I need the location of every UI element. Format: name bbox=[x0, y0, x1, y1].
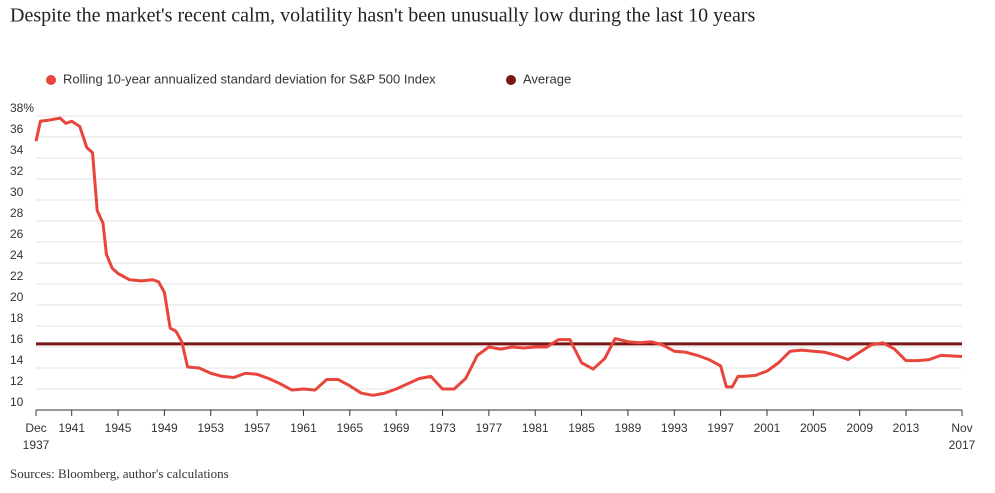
x-tick-label: 1993 bbox=[660, 421, 688, 435]
source: Sources: Bloomberg, author's calculation… bbox=[10, 466, 229, 481]
y-tick-label: 36 bbox=[10, 122, 24, 136]
y-tick-label: 16 bbox=[10, 332, 24, 346]
x-tick-label: 1969 bbox=[382, 421, 410, 435]
y-tick-label: 12 bbox=[10, 374, 24, 388]
y-tick-label: 32 bbox=[10, 164, 24, 178]
x-tick-label: 1961 bbox=[290, 421, 317, 435]
x-tick-label: 1945 bbox=[104, 421, 132, 435]
y-tick-label: 20 bbox=[10, 290, 24, 304]
x-tick-label: 1965 bbox=[336, 421, 364, 435]
y-tick-label: 18 bbox=[10, 311, 24, 325]
x-tick-label: Nov 2017 bbox=[948, 421, 976, 452]
x-tick-label: 1957 bbox=[243, 421, 271, 435]
legend-marker bbox=[46, 75, 56, 85]
line-series bbox=[34, 116, 963, 397]
x-tick-label: 1985 bbox=[568, 421, 595, 435]
x-tick-label: 1977 bbox=[475, 421, 503, 435]
x-tick-label: 1981 bbox=[521, 421, 549, 435]
y-tick-label: 22 bbox=[10, 269, 24, 283]
x-tick-label: 1973 bbox=[429, 421, 456, 435]
x-tick-label: Dec 1937 bbox=[22, 421, 50, 452]
y-tick-label: 38% bbox=[10, 101, 34, 115]
chart-title: Despite the market's recent calm, volati… bbox=[10, 5, 756, 27]
x-tick-label: 2009 bbox=[846, 421, 874, 435]
legend-marker bbox=[506, 75, 516, 85]
y-tick-label: 34 bbox=[10, 143, 24, 157]
legend-label: Rolling 10-year annualized standard devi… bbox=[63, 71, 436, 86]
y-tick-label: 26 bbox=[10, 227, 24, 241]
x-tick-label: 1997 bbox=[707, 421, 734, 435]
x-tick-label: 1941 bbox=[58, 421, 86, 435]
x-tick-label: 2005 bbox=[799, 421, 827, 435]
y-tick-label: 14 bbox=[10, 353, 24, 367]
y-tick-label: 24 bbox=[10, 248, 24, 262]
x-tick-label: 1953 bbox=[197, 421, 225, 435]
y-tick-label: 28 bbox=[10, 206, 24, 220]
y-tick-label: 30 bbox=[10, 185, 24, 199]
x-tick-label: 1949 bbox=[151, 421, 178, 435]
x-tick-label: 1989 bbox=[614, 421, 642, 435]
y-tick-label: 10 bbox=[10, 395, 24, 409]
x-tick-label: 2013 bbox=[892, 421, 920, 435]
x-tick-label: 2001 bbox=[753, 421, 781, 435]
legend-label: Average bbox=[523, 71, 571, 86]
